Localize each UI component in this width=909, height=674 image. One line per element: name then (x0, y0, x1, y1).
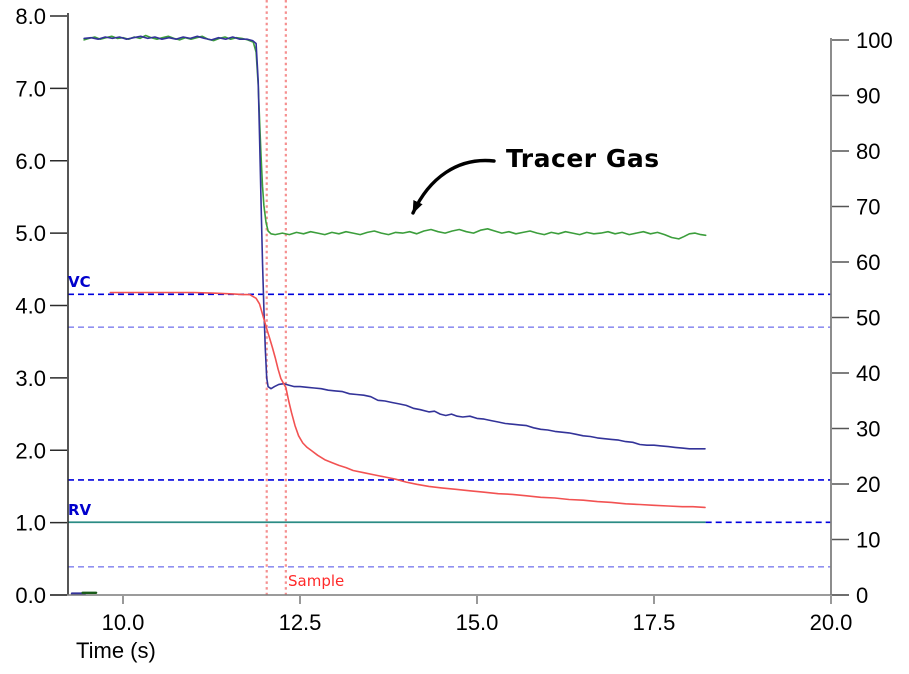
tick-label-x-17.5: 17.5 (633, 610, 676, 635)
reference-lines-layer (67, 0, 831, 595)
rv-label: RV (68, 501, 92, 519)
vc-label: VC (68, 273, 91, 291)
tick-label-x-10: 10.0 (102, 610, 145, 635)
series-tracer-gas-green (83, 34, 707, 240)
tick-label-right-0: 0 (856, 583, 868, 608)
tick-label-right-100: 100 (856, 28, 893, 53)
tick-label-right-90: 90 (856, 84, 880, 109)
tick-label-left-3: 3.0 (15, 366, 46, 391)
tick-label-right-40: 40 (856, 361, 880, 386)
tick-label-right-70: 70 (856, 195, 880, 220)
tick-label-right-30: 30 (856, 417, 880, 442)
tracer-gas-arrow (411, 158, 496, 215)
sample-label: Sample (288, 572, 345, 590)
tick-label-x-12.5: 12.5 (279, 610, 322, 635)
tick-label-left-8: 8.0 (15, 4, 46, 29)
tracer-gas-annotation: Tracer Gas (506, 144, 660, 173)
tick-label-right-60: 60 (856, 250, 880, 275)
tick-label-left-7: 7.0 (15, 76, 46, 101)
tick-label-right-10: 10 (856, 528, 880, 553)
x-axis-title: Time (s) (76, 638, 156, 663)
tick-label-left-5: 5.0 (15, 221, 46, 246)
tick-label-left-0: 0.0 (15, 583, 46, 608)
axes-layer: 0.0 1.0 2.0 3.0 4.0 5.0 6.0 7.0 8.0 0 10 20 30 40 50 60… (15, 4, 892, 635)
tick-label-left-1: 1.0 (15, 511, 46, 536)
tick-label-right-20: 20 (856, 472, 880, 497)
tick-label-right-80: 80 (856, 139, 880, 164)
tick-label-left-6: 6.0 (15, 149, 46, 174)
series-red-trace (109, 291, 706, 509)
tick-label-left-4: 4.0 (15, 294, 46, 319)
tick-label-x-20: 20.0 (810, 610, 853, 635)
tick-label-x-15: 15.0 (456, 610, 499, 635)
tick-label-left-2: 2.0 (15, 438, 46, 463)
series-volume-blue (83, 35, 706, 450)
tick-label-right-50: 50 (856, 306, 880, 331)
series-layer (70, 34, 707, 595)
